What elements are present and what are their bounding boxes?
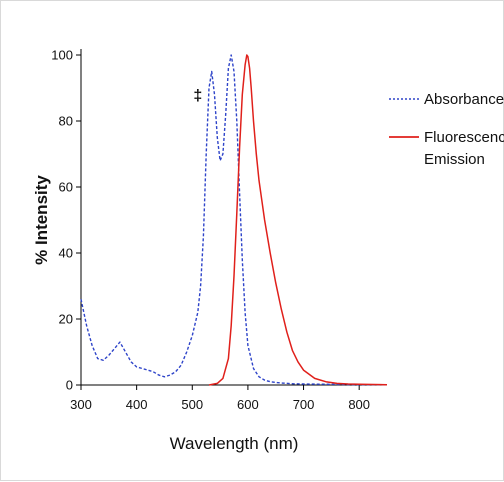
axes: 0 20 40 60 80 100 300 400 500 600 700 800 [51,48,387,412]
y-tick-label: 100 [51,48,73,63]
x-tick-label: 400 [126,397,148,412]
legend-label: Absorbance [424,91,504,108]
x-tick-label: 700 [293,397,315,412]
x-tick-label: 300 [70,397,92,412]
y-tick-label: 20 [59,312,73,327]
series-line-fluorescence-emission [208,54,388,386]
series-line-absorbance [80,54,387,386]
y-tick-label: 40 [59,246,73,261]
y-axis-title: % Intensity [32,175,51,265]
legend-label-line: Absorbance [424,91,504,108]
legend-label-line: Fluorescence [424,129,504,146]
double-dagger-annotation: ‡ [193,88,202,105]
plot-area [80,54,388,386]
y-tick-label: 80 [59,114,73,129]
legend: Absorbance Fluorescence Emission [389,91,504,168]
x-tick-label: 800 [348,397,370,412]
x-tick-label: 600 [237,397,259,412]
legend-label: Fluorescence Emission [424,129,504,168]
legend-label-line: Emission [424,151,485,168]
x-axis-title: Wavelength (nm) [170,434,299,453]
y-tick-label: 0 [66,378,73,393]
y-tick-label: 60 [59,180,73,195]
x-tick-label: 500 [181,397,203,412]
